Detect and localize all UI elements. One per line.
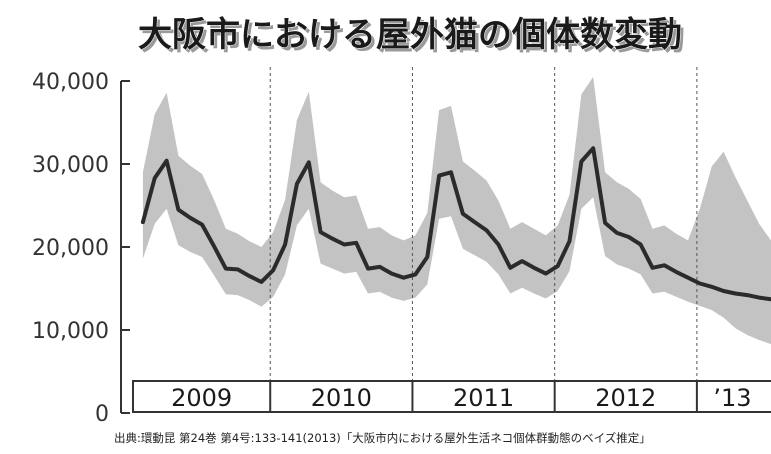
year-table: 2009 2010 2011 2012 ’13 <box>132 380 771 413</box>
chart-title-shadow: 大阪市における屋外猫の個体数変動 <box>141 18 685 58</box>
y-tick-label: 0 <box>95 402 109 427</box>
year-label: ’13 <box>713 384 751 412</box>
chart-title: 大阪市における屋外猫の個体数変動 <box>138 15 682 55</box>
confidence-band-layer <box>142 76 771 345</box>
series-line <box>140 146 771 302</box>
year-label: 2009 <box>171 384 232 412</box>
y-axis: 0 10,000 20,000 30,000 40,000 <box>32 70 130 427</box>
year-table-frame <box>132 380 771 413</box>
year-label: 2010 <box>311 384 372 412</box>
y-tick-label: 30,000 <box>32 153 109 178</box>
y-tick-label: 10,000 <box>32 319 109 344</box>
y-tick-label: 40,000 <box>32 70 109 95</box>
confidence-band <box>142 76 771 345</box>
series-line-layer <box>140 146 771 302</box>
year-separator-layer <box>269 67 698 381</box>
year-label: 2012 <box>595 384 656 412</box>
y-tick-label: 20,000 <box>32 236 109 261</box>
source-note: 出典:環動昆 第24巻 第4号:133-141(2013)「大阪市内における屋外… <box>114 431 651 445</box>
year-label: 2011 <box>453 384 514 412</box>
